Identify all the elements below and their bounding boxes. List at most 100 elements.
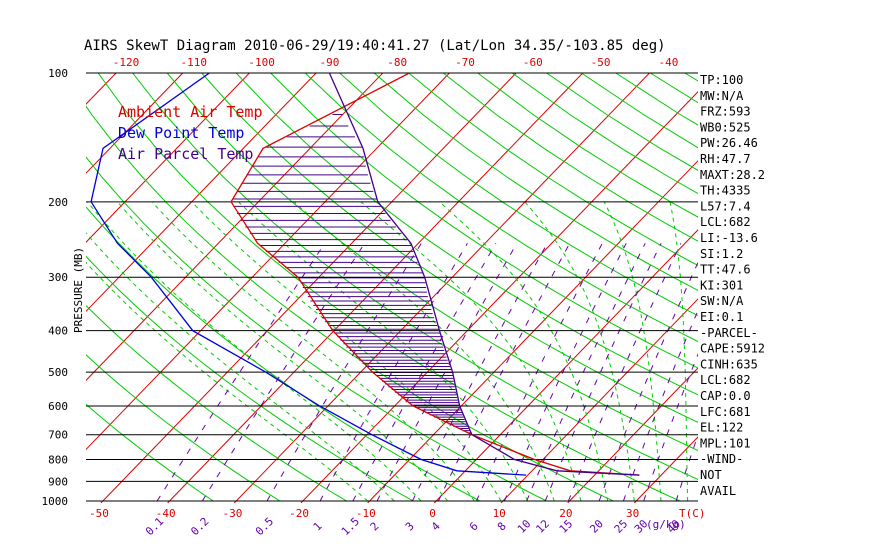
index-label: EL:122 — [700, 421, 743, 435]
legend-dew-point-temp: Dew Point Temp — [118, 124, 244, 142]
bottom-temp-tick-label: 10 — [493, 507, 506, 520]
bottom-temp-tick-label: 20 — [559, 507, 572, 520]
isotherm-line — [300, 91, 698, 503]
pressure-tick-label: 900 — [48, 475, 68, 488]
top-temp-tick-label: -80 — [387, 56, 407, 69]
index-label: -WIND- — [700, 452, 743, 466]
dry-adiabat-line — [788, 73, 870, 501]
index-label: SW:N/A — [700, 294, 744, 308]
bottom-temp-tick-label: -40 — [156, 507, 176, 520]
dry-adiabat-line — [270, 73, 698, 369]
mixing-ratio-line — [376, 243, 518, 502]
isotherm-line — [86, 73, 317, 313]
moist-adiabat-line — [86, 201, 422, 502]
isotherm-line — [86, 73, 384, 382]
mixing-ratio-tick-label: 12 — [533, 517, 552, 536]
index-label: MW:N/A — [700, 89, 744, 103]
mixing-ratio-tick-label: 6 — [467, 520, 481, 534]
moist-adiabat-line — [151, 201, 475, 502]
moist-adiabat-line — [360, 201, 582, 502]
mixing-ratio-tick-label: 1 — [311, 520, 325, 534]
index-label: TT:47.6 — [700, 263, 751, 277]
legend: Ambient Air Temp Dew Point Temp Air Parc… — [118, 103, 263, 163]
isotherm-line — [834, 73, 870, 503]
bottom-temp-tick-label: -50 — [89, 507, 109, 520]
moist-adiabat-line — [86, 232, 395, 502]
mixing-ratio-tick-label: 3 — [403, 520, 417, 534]
top-temp-tick-label: -110 — [181, 56, 208, 69]
index-label: CAP:0.0 — [700, 389, 751, 403]
index-label: PW:26.46 — [700, 136, 758, 150]
legend-air-parcel-temp: Air Parcel Temp — [118, 145, 253, 163]
dry-adiabat-line — [201, 73, 698, 423]
dry-adiabat-line — [304, 73, 698, 343]
dry-adiabat-line — [166, 73, 698, 452]
isotherm-line — [233, 73, 650, 503]
isotherm-line — [86, 73, 184, 174]
index-label: TP:100 — [700, 73, 743, 87]
x-axis-mixing-label: (g/kg) — [646, 518, 686, 531]
pressure-tick-label: 200 — [48, 196, 68, 209]
mixing-ratio-tick-label: 4 — [429, 519, 443, 533]
index-label: RH:47.7 — [700, 152, 751, 166]
cape-shading — [232, 113, 471, 434]
dry-adiabat-line — [373, 73, 698, 291]
mixing-ratio-tick-label: 0.2 — [188, 515, 211, 538]
top-temp-tick-label: -50 — [591, 56, 611, 69]
top-temp-tick-label: -60 — [523, 56, 543, 69]
mixing-ratio-line — [266, 243, 422, 502]
mixing-ratio-line — [319, 243, 468, 502]
index-label: -PARCEL- — [700, 326, 758, 340]
legend-ambient-air-temp: Ambient Air Temp — [118, 103, 263, 121]
isotherm-line — [86, 73, 250, 243]
isotherm-line — [167, 73, 584, 503]
top-temp-tick-label: -100 — [248, 56, 275, 69]
top-temp-tick-label: -90 — [319, 56, 339, 69]
index-label: AVAIL — [700, 484, 736, 498]
mixing-ratio-tick-label: 15 — [557, 517, 576, 536]
pressure-tick-label: 600 — [48, 400, 68, 413]
bottom-temp-tick-label: -30 — [222, 507, 242, 520]
index-label: L57:7.4 — [700, 199, 751, 213]
index-label: LCL:682 — [700, 215, 751, 229]
pressure-tick-label: 500 — [48, 366, 68, 379]
top-temp-tick-label: -70 — [455, 56, 475, 69]
bottom-temp-tick-label: 0 — [429, 507, 436, 520]
mixing-ratio-line — [352, 243, 497, 502]
dry-adiabat-line — [86, 403, 214, 502]
index-label: MAXT:28.2 — [700, 168, 765, 182]
index-label: MPL:101 — [700, 436, 751, 450]
pressure-tick-label: 300 — [48, 271, 68, 284]
index-label: LFC:681 — [700, 405, 751, 419]
index-label: FRZ:593 — [700, 105, 751, 119]
pressure-tick-label: 700 — [48, 429, 68, 442]
x-axis-temp-label: T(C) — [679, 507, 706, 520]
pressure-tick-label: 1000 — [42, 495, 69, 508]
bottom-temp-tick-label: 30 — [626, 507, 639, 520]
isotherm-line — [0, 73, 49, 503]
y-axis-label: PRESSURE (MB) — [72, 247, 85, 333]
index-label: CAPE:5912 — [700, 342, 765, 356]
dry-adiabat-line — [857, 73, 870, 501]
dry-adiabat-line — [823, 73, 870, 501]
dry-adiabat-line — [86, 156, 547, 502]
mixing-ratio-line — [598, 261, 698, 502]
dry-adiabat-line — [86, 255, 414, 502]
index-label: LCL:682 — [700, 373, 751, 387]
pressure-tick-label: 400 — [48, 325, 68, 338]
index-label: NOT — [700, 468, 722, 482]
mixing-ratio-tick-label: 25 — [612, 517, 631, 536]
top-temp-tick-label: -120 — [113, 56, 140, 69]
dry-adiabat-line — [132, 73, 698, 481]
pressure-tick-label: 100 — [48, 67, 68, 80]
bottom-temp-tick-label: -20 — [289, 507, 309, 520]
dry-adiabat-line — [408, 73, 698, 267]
profile-series-1 — [90, 73, 527, 476]
mixing-ratio-line — [201, 243, 366, 502]
mixing-ratio-line — [503, 243, 627, 502]
mixing-ratio-tick-label: 20 — [587, 517, 606, 536]
moist-adiabat-line — [293, 201, 555, 502]
dry-adiabat-line — [97, 73, 681, 502]
